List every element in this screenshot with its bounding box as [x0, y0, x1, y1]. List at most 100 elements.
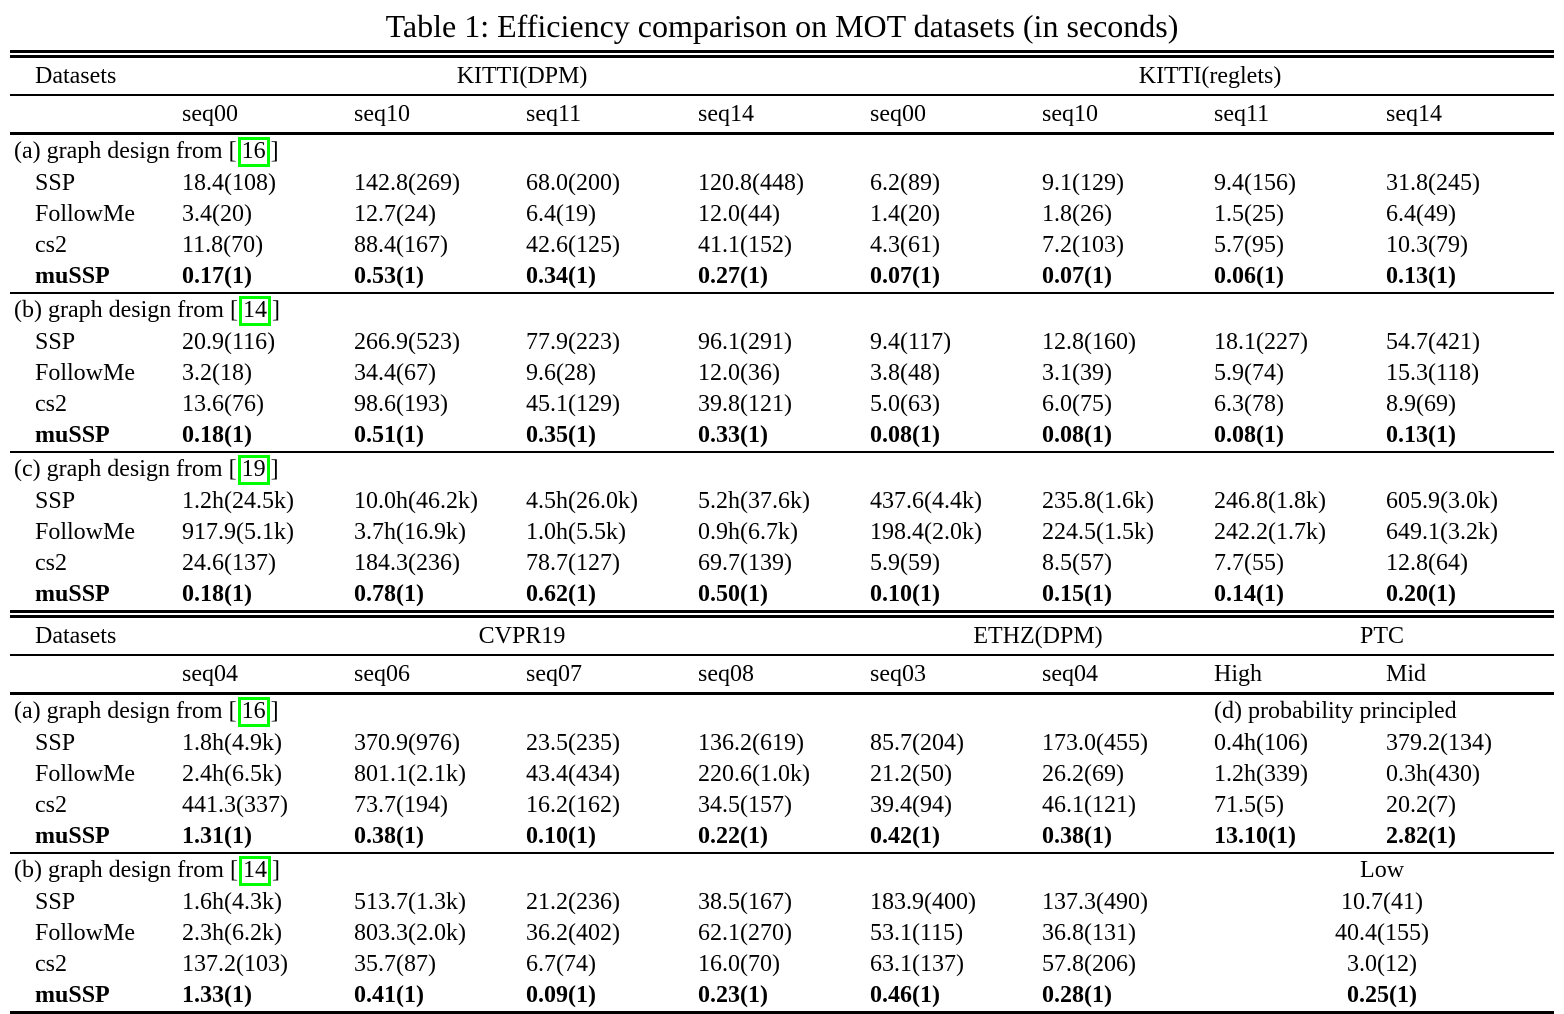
data-cell: 0.20(1) — [1386, 581, 1456, 607]
data-cell: 78.7(127) — [526, 550, 620, 576]
citation-link[interactable]: 16 — [237, 137, 270, 167]
data-cell: 0.23(1) — [694, 980, 867, 1014]
data-cell: 96.1(291) — [698, 329, 792, 355]
data-cell: 0.27(1) — [698, 263, 768, 289]
data-cell: 0.35(1) — [526, 422, 596, 448]
data-cell: 379.2(134) — [1386, 730, 1493, 756]
data-cell: 120.8(448) — [698, 170, 804, 196]
data-cell: 4.5h(26.0k) — [526, 488, 638, 514]
citation-link[interactable]: 14 — [238, 856, 271, 886]
data-cell: 71.5(5) — [1214, 792, 1285, 818]
section-label-text: (b) graph design from [ — [14, 297, 238, 323]
row-label: cs2 — [35, 550, 67, 576]
data-cell: 5.7(95) — [1214, 232, 1284, 258]
data-cell: 12.7(24) — [354, 201, 436, 227]
citation-link[interactable]: 16 — [237, 697, 270, 727]
data-cell: 198.4(2.0k) — [870, 519, 982, 545]
merged-data-cell: 0.25(1) — [1210, 980, 1555, 1014]
section-label: (b) graph design from [14] — [10, 292, 1555, 327]
group-header: CVPR19 — [178, 610, 867, 656]
data-cell: 0.10(1) — [870, 581, 940, 607]
data-cell: 173.0(455) — [1042, 730, 1148, 756]
data-cell: 0.17(1) — [182, 263, 252, 289]
row-label: SSP — [35, 889, 76, 915]
data-cell: 6.0(75) — [1042, 391, 1112, 417]
row-label: cs2 — [35, 951, 67, 977]
data-cell: 0.07(1) — [870, 263, 940, 289]
data-cell: 39.8(121) — [698, 391, 792, 417]
section-label-text: ] — [271, 297, 280, 323]
table-row: muSSP 1.33(1) 0.41(1) 0.09(1) 0.23(1) 0.46(1)… — [10, 980, 1555, 1014]
table-row: muSSP 0.18(1) 0.78(1) 0.62(1) 0.50(1) 0.10(1)… — [10, 579, 1554, 610]
data-cell: 13.6(76) — [182, 391, 264, 417]
data-cell: 0.07(1) — [1042, 263, 1112, 289]
data-cell: 246.8(1.8k) — [1214, 488, 1326, 514]
seq-header: seq03 — [866, 655, 1039, 695]
data-cell: 35.7(87) — [354, 951, 436, 977]
data-cell: 220.6(1.0k) — [698, 761, 810, 787]
data-cell: 3.7h(16.9k) — [354, 519, 466, 545]
seq-header: seq04 — [178, 655, 350, 695]
data-cell: 8.5(57) — [1042, 550, 1112, 576]
data-cell: 1.31(1) — [182, 823, 252, 849]
data-cell: 18.4(108) — [182, 170, 276, 196]
section-extra-label: (d) probability principled — [1214, 698, 1457, 724]
table-row: cs2 13.6(76) 98.6(193) 45.1(129) 39.8(121) 5.… — [10, 389, 1554, 420]
merged-data-cell: 40.4(155) — [1335, 920, 1430, 946]
data-cell: 142.8(269) — [354, 170, 460, 196]
table-row: muSSP 1.31(1) 0.38(1) 0.10(1) 0.22(1) 0.42(1)… — [10, 821, 1554, 853]
data-cell: 9.6(28) — [526, 360, 596, 386]
data-cell: 42.6(125) — [526, 232, 620, 258]
citation-link[interactable]: 14 — [238, 296, 271, 326]
data-cell: 10.3(79) — [1386, 232, 1468, 258]
data-cell: 5.2h(37.6k) — [698, 488, 810, 514]
datasets-header: Datasets — [10, 610, 178, 656]
data-cell: 242.2(1.7k) — [1214, 519, 1326, 545]
data-cell: 62.1(270) — [698, 920, 792, 946]
data-cell: 0.50(1) — [698, 581, 768, 607]
seq-header: seq11 — [1210, 95, 1383, 135]
data-cell: 2.82(1) — [1386, 823, 1457, 849]
data-cell: 57.8(206) — [1042, 951, 1136, 977]
data-cell: 0.41(1) — [350, 980, 522, 1014]
data-cell: 21.2(50) — [870, 761, 952, 787]
data-cell: 39.4(94) — [870, 792, 952, 818]
data-cell: 437.6(4.4k) — [870, 488, 982, 514]
data-cell: 98.6(193) — [354, 391, 448, 417]
seq-header: High — [1210, 655, 1383, 695]
data-cell: 88.4(167) — [354, 232, 448, 258]
data-cell: 1.33(1) — [178, 980, 350, 1014]
data-cell: 0.42(1) — [870, 823, 940, 849]
table-row: muSSP 0.18(1) 0.51(1) 0.35(1) 0.33(1) 0.08(1)… — [10, 420, 1554, 452]
row-label: cs2 — [35, 391, 67, 417]
data-cell: 21.2(236) — [526, 889, 620, 915]
section-label: (a) graph design from [16] — [10, 694, 1210, 729]
empty-cell — [10, 655, 178, 695]
data-cell: 1.4(20) — [870, 201, 940, 227]
section-label: (b) graph design from [14] — [10, 852, 1211, 887]
section-label-text: (b) graph design from [ — [14, 857, 238, 883]
data-cell: 18.1(227) — [1214, 329, 1308, 355]
data-cell: 12.0(44) — [698, 201, 780, 227]
seq-header: seq10 — [350, 95, 522, 135]
seq-header: seq00 — [178, 95, 350, 135]
data-cell: 137.2(103) — [182, 951, 288, 977]
data-cell: 6.3(78) — [1214, 391, 1284, 417]
data-cell: 649.1(3.2k) — [1386, 519, 1498, 545]
row-label: muSSP — [35, 263, 110, 289]
data-cell: 36.8(131) — [1042, 920, 1136, 946]
citation-link[interactable]: 19 — [237, 455, 270, 485]
data-cell: 0.22(1) — [698, 823, 768, 849]
data-cell: 513.7(1.3k) — [354, 889, 466, 915]
data-cell: 0.10(1) — [526, 823, 596, 849]
table-row: SSP 1.6h(4.3k) 513.7(1.3k) 21.2(236) 38.5(16… — [10, 887, 1554, 918]
data-cell: 0.18(1) — [182, 422, 252, 448]
data-cell: 1.8h(4.9k) — [182, 730, 282, 756]
seq-header: seq14 — [694, 95, 867, 135]
section-label: (c) graph design from [19] — [10, 451, 1555, 486]
data-cell: 224.5(1.5k) — [1042, 519, 1154, 545]
data-cell: 11.8(70) — [182, 232, 264, 258]
row-label: SSP — [35, 329, 76, 355]
data-cell: 5.9(59) — [870, 550, 940, 576]
data-cell: 12.0(36) — [698, 360, 780, 386]
